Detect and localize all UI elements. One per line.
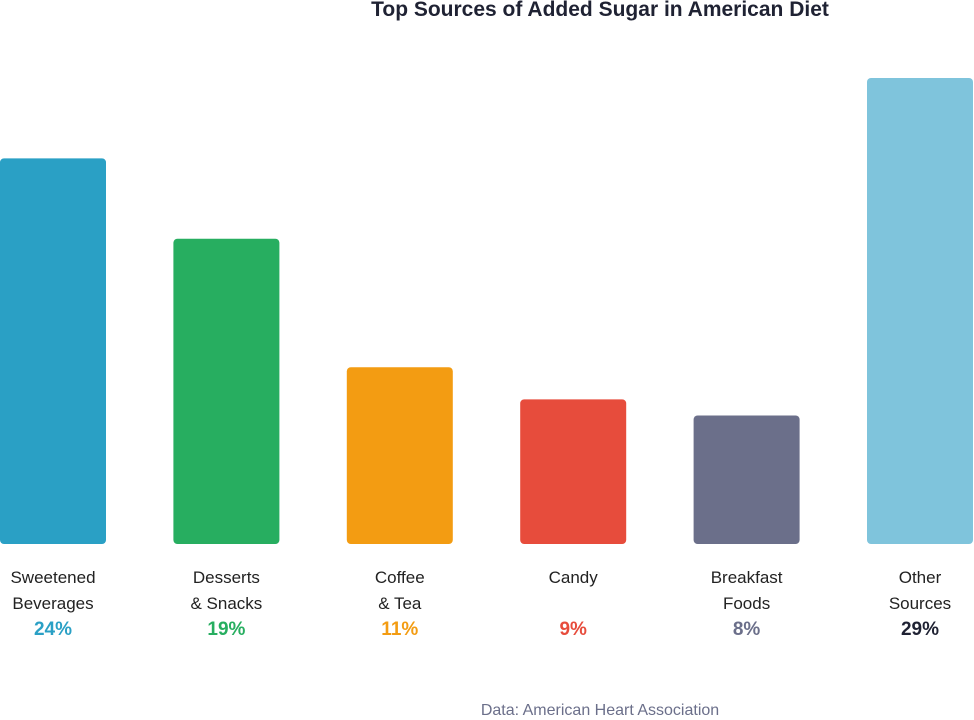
category-label: Coffee & Tea xyxy=(374,568,425,613)
chart-title: Top Sources of Added Sugar in American D… xyxy=(371,0,829,21)
value-label: 9% xyxy=(559,619,587,640)
value-label: 24% xyxy=(33,619,73,640)
bar xyxy=(346,367,453,544)
bar xyxy=(867,78,973,544)
value-label: 29% xyxy=(900,619,940,640)
category-label: Desserts & Snacks xyxy=(190,568,263,613)
source-note: Data: American Heart Association xyxy=(480,702,720,719)
value-label: 8% xyxy=(732,619,761,640)
category-label: Other Sources xyxy=(888,568,952,613)
bar xyxy=(173,238,280,545)
category-label: Sweetened Beverages xyxy=(10,568,96,613)
bar xyxy=(693,415,800,544)
category-label: Breakfast Foods xyxy=(710,568,783,613)
bar xyxy=(0,158,106,544)
category-label: Candy xyxy=(548,568,598,587)
value-label: 11% xyxy=(381,619,419,640)
bar xyxy=(520,399,627,544)
value-label: 19% xyxy=(207,619,246,640)
